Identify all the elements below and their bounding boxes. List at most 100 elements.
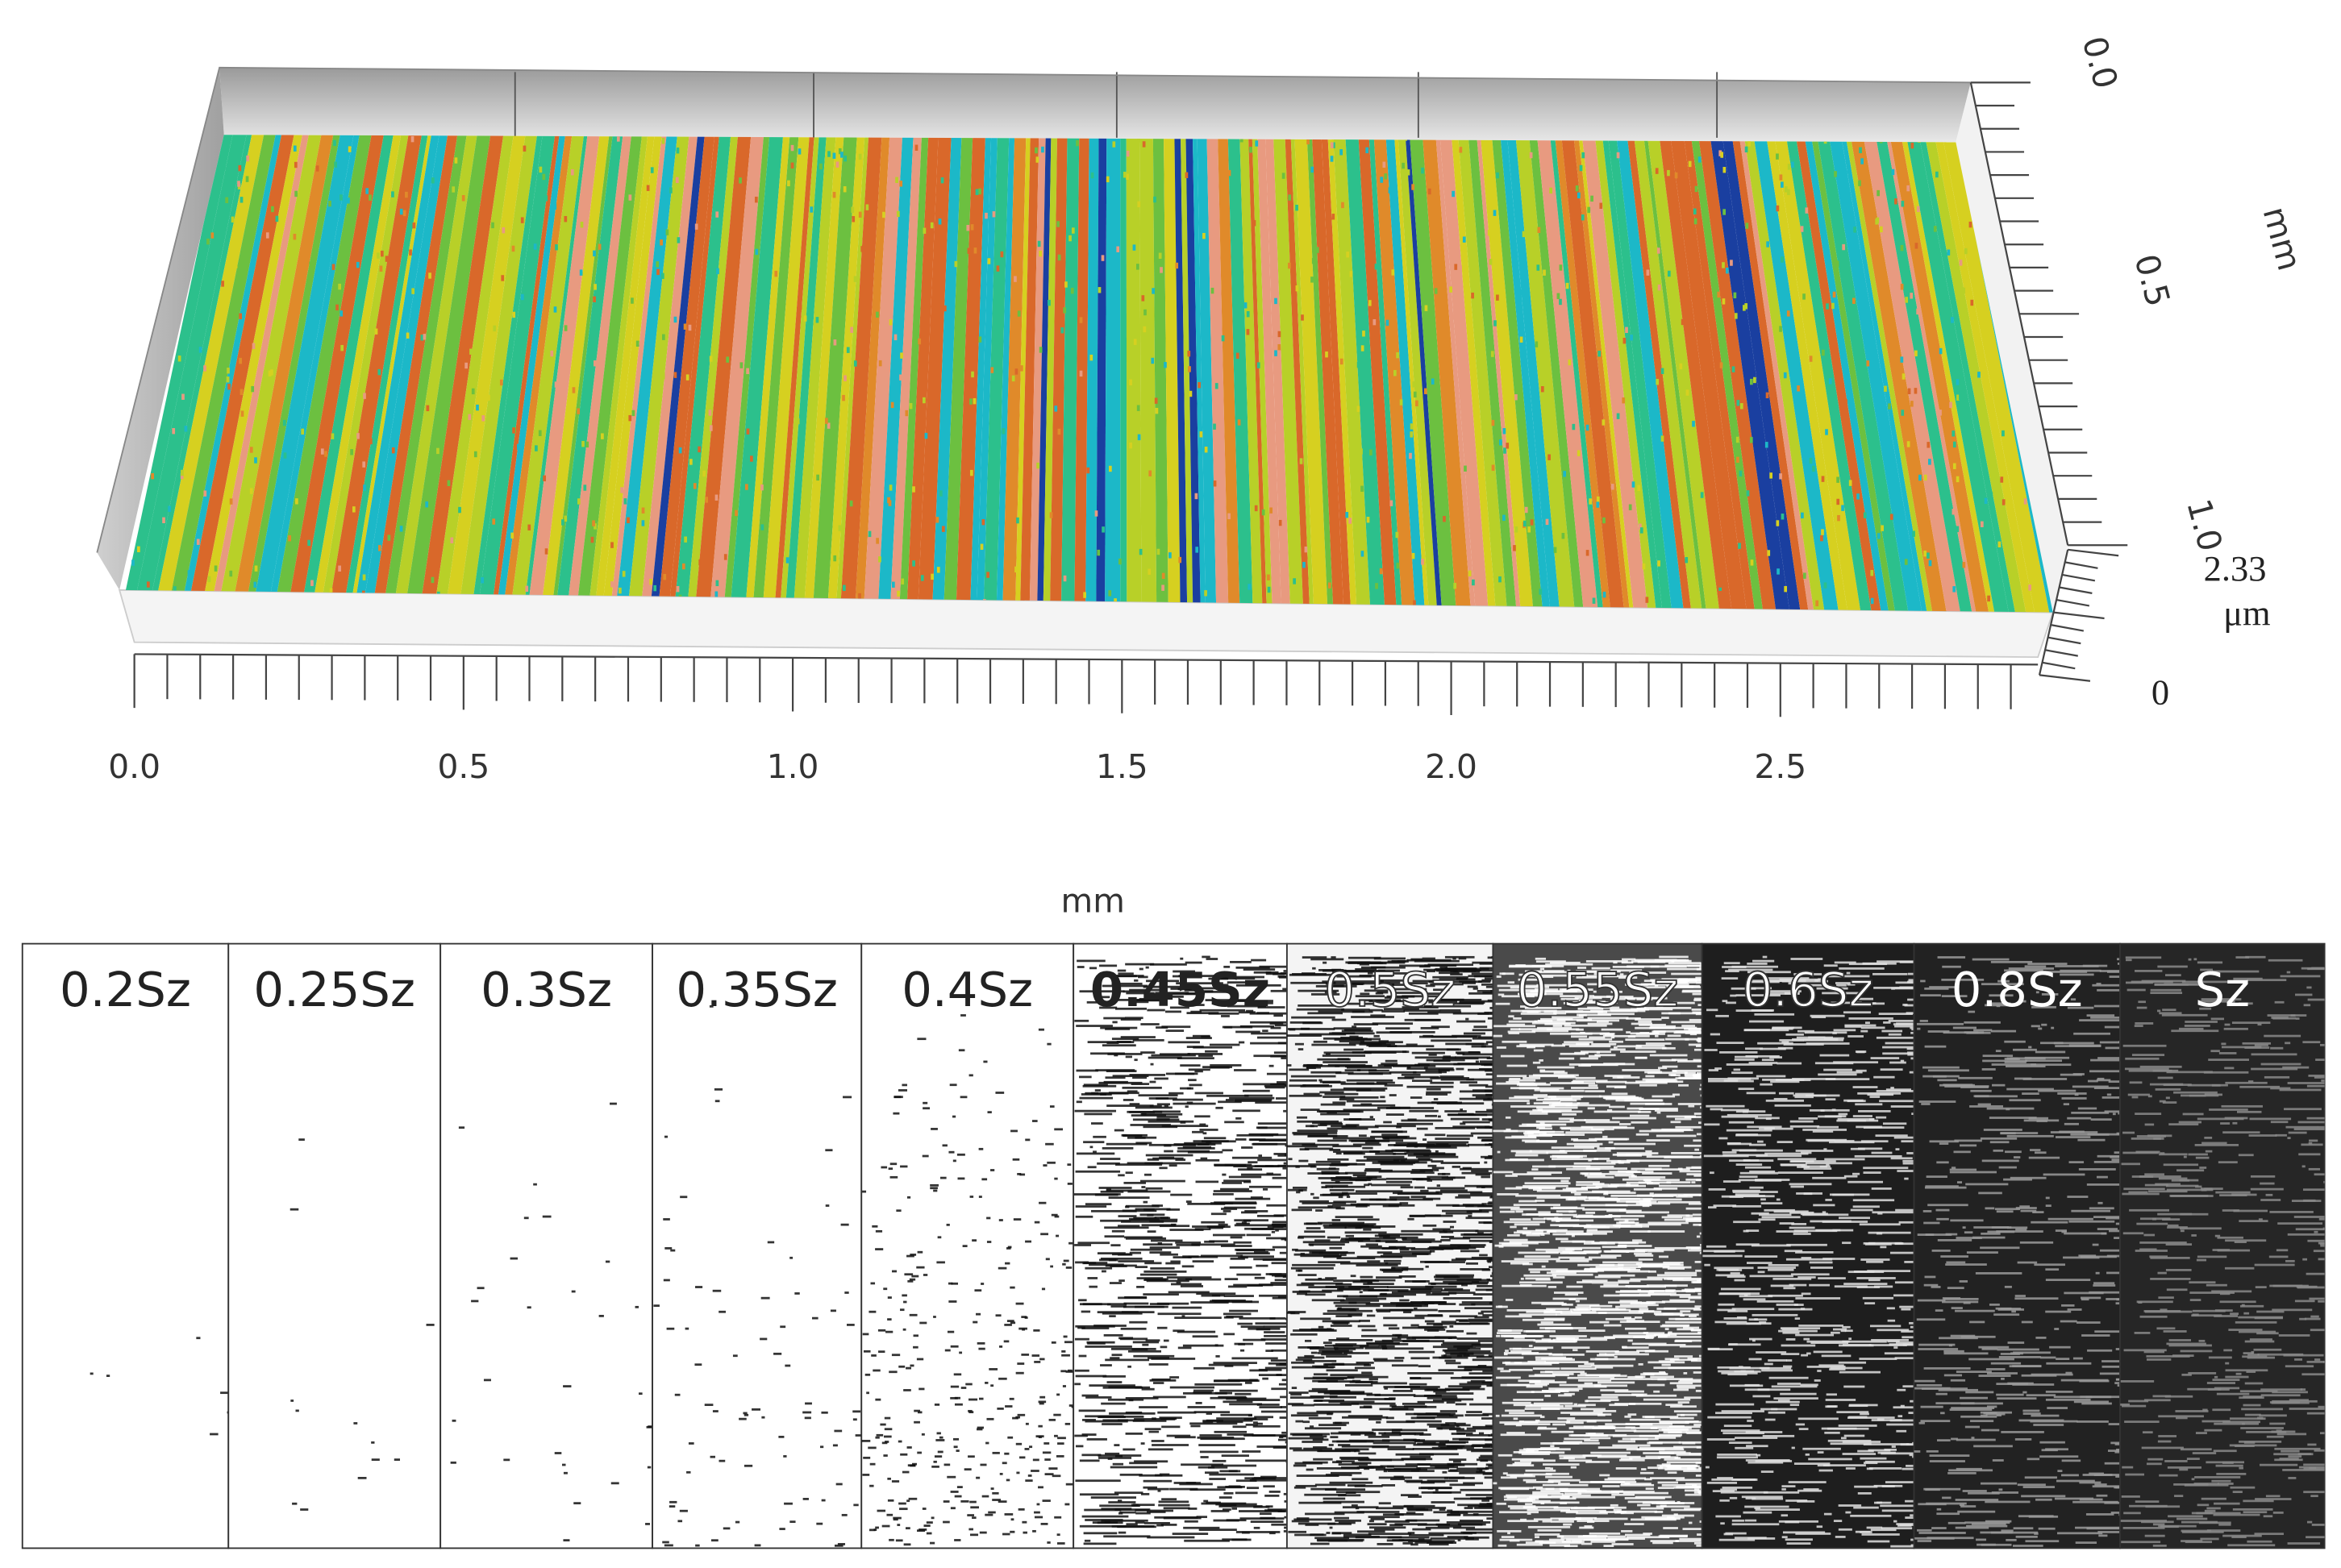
surface-speck <box>1786 310 1790 317</box>
panel-texture <box>1119 1473 1143 1476</box>
surface-speck <box>905 410 909 417</box>
panel-texture <box>1316 1467 1360 1470</box>
panel-texture <box>1310 1351 1318 1354</box>
panel-texture <box>1456 1467 1487 1470</box>
panel-texture <box>1634 1316 1643 1319</box>
surface-speck <box>653 584 657 592</box>
panel-texture <box>869 1310 877 1313</box>
panel-texture <box>1173 970 1196 973</box>
surface-speck <box>1589 498 1593 505</box>
panel-texture <box>954 1403 963 1406</box>
panel-texture <box>1343 1048 1364 1051</box>
panel-texture <box>1667 1466 1682 1470</box>
surface-speck <box>594 360 597 367</box>
panel-texture <box>1387 1286 1434 1288</box>
panel-texture <box>1224 1278 1239 1281</box>
surface-speck <box>196 539 200 545</box>
panel-texture <box>950 1396 958 1400</box>
panel-texture <box>1489 1275 1493 1278</box>
panel-texture <box>1112 1462 1124 1466</box>
surface-stripe <box>744 135 791 613</box>
panel-texture <box>1400 1159 1406 1162</box>
surface-speck <box>1910 401 1914 407</box>
panel-texture <box>1289 1068 1310 1071</box>
panel-texture <box>1497 1332 1522 1335</box>
panel-texture <box>1427 1164 1437 1167</box>
surface-speck <box>363 485 366 491</box>
panel-texture <box>895 1539 903 1542</box>
panel-texture <box>1389 1308 1413 1312</box>
panel-texture <box>1527 1525 1571 1528</box>
surface-stripe <box>1827 135 1923 613</box>
panel-texture <box>1365 1243 1378 1246</box>
panel-texture <box>1089 1146 1093 1149</box>
panel-texture <box>1537 1026 1572 1029</box>
surface-speck <box>1561 533 1565 539</box>
panel-texture <box>1612 965 1644 968</box>
panel-texture <box>1147 1009 1165 1012</box>
surface-speck <box>1656 247 1660 254</box>
panel-texture <box>1640 1507 1664 1510</box>
panel-texture <box>1200 1456 1209 1458</box>
surface-stripe <box>898 135 929 613</box>
panel-texture <box>1486 1517 1493 1520</box>
panel-texture <box>1323 961 1327 964</box>
panel-texture <box>1285 1083 1287 1087</box>
panel-texture <box>1471 1449 1493 1453</box>
panel-texture <box>1348 1474 1352 1477</box>
panel-texture <box>1366 1393 1381 1396</box>
panel-texture <box>1326 1532 1331 1534</box>
surface-stripe <box>1357 135 1398 613</box>
panel-texture <box>1346 1066 1392 1069</box>
panel-texture <box>1568 1459 1593 1462</box>
panel-texture <box>1646 1139 1670 1142</box>
panel-texture <box>1439 1189 1468 1192</box>
surface-speck <box>320 448 324 455</box>
surface-speck <box>858 593 861 600</box>
panel-texture <box>1691 1181 1696 1183</box>
surface-speck <box>739 362 744 368</box>
panel-texture <box>1210 1212 1227 1216</box>
panel-texture <box>1270 1359 1287 1362</box>
panel-texture <box>1188 1068 1210 1071</box>
panel-texture <box>1478 1456 1493 1459</box>
surface-speck <box>450 537 454 543</box>
panel-texture <box>1238 1343 1246 1345</box>
surface-speck <box>1153 196 1156 203</box>
surface-stripe <box>199 135 304 613</box>
panel-texture <box>1079 1524 1127 1528</box>
panel-texture <box>1389 988 1427 991</box>
surface-speck <box>1718 584 1722 591</box>
panel-texture <box>1318 1124 1327 1127</box>
surface-speck <box>1454 264 1458 270</box>
panel-texture <box>1232 1000 1273 1002</box>
panel-texture <box>1138 1094 1178 1097</box>
surface-speck <box>897 590 900 597</box>
panel-texture <box>1271 1349 1287 1352</box>
panel-texture <box>458 1126 465 1129</box>
surface-speck <box>827 151 831 157</box>
panel-texture <box>1404 1479 1423 1483</box>
panel-texture <box>1128 1217 1160 1221</box>
panel-texture <box>1481 1175 1490 1179</box>
panel-texture <box>1629 1418 1661 1421</box>
panel-texture <box>1550 1270 1598 1273</box>
panel-texture <box>1539 1187 1556 1190</box>
panel-texture <box>1551 1044 1565 1047</box>
panel-texture <box>760 1337 768 1341</box>
panel-texture <box>1375 1152 1396 1155</box>
panel-texture <box>1496 1334 1501 1337</box>
surface-speck <box>1722 262 1725 268</box>
surface-stripe <box>956 135 986 613</box>
surface-speck <box>899 181 903 187</box>
surface-speck <box>1987 595 1990 602</box>
surface-stripe <box>1192 135 1206 613</box>
panel-texture <box>1314 1239 1331 1242</box>
panel-texture <box>1339 1300 1380 1302</box>
panel-texture <box>960 1387 967 1389</box>
panel-texture <box>1489 1266 1493 1269</box>
surface-stripe <box>1451 135 1497 613</box>
panel-texture <box>1242 1450 1261 1453</box>
panel-texture <box>1335 1343 1357 1345</box>
panel-texture <box>1640 1225 1650 1228</box>
